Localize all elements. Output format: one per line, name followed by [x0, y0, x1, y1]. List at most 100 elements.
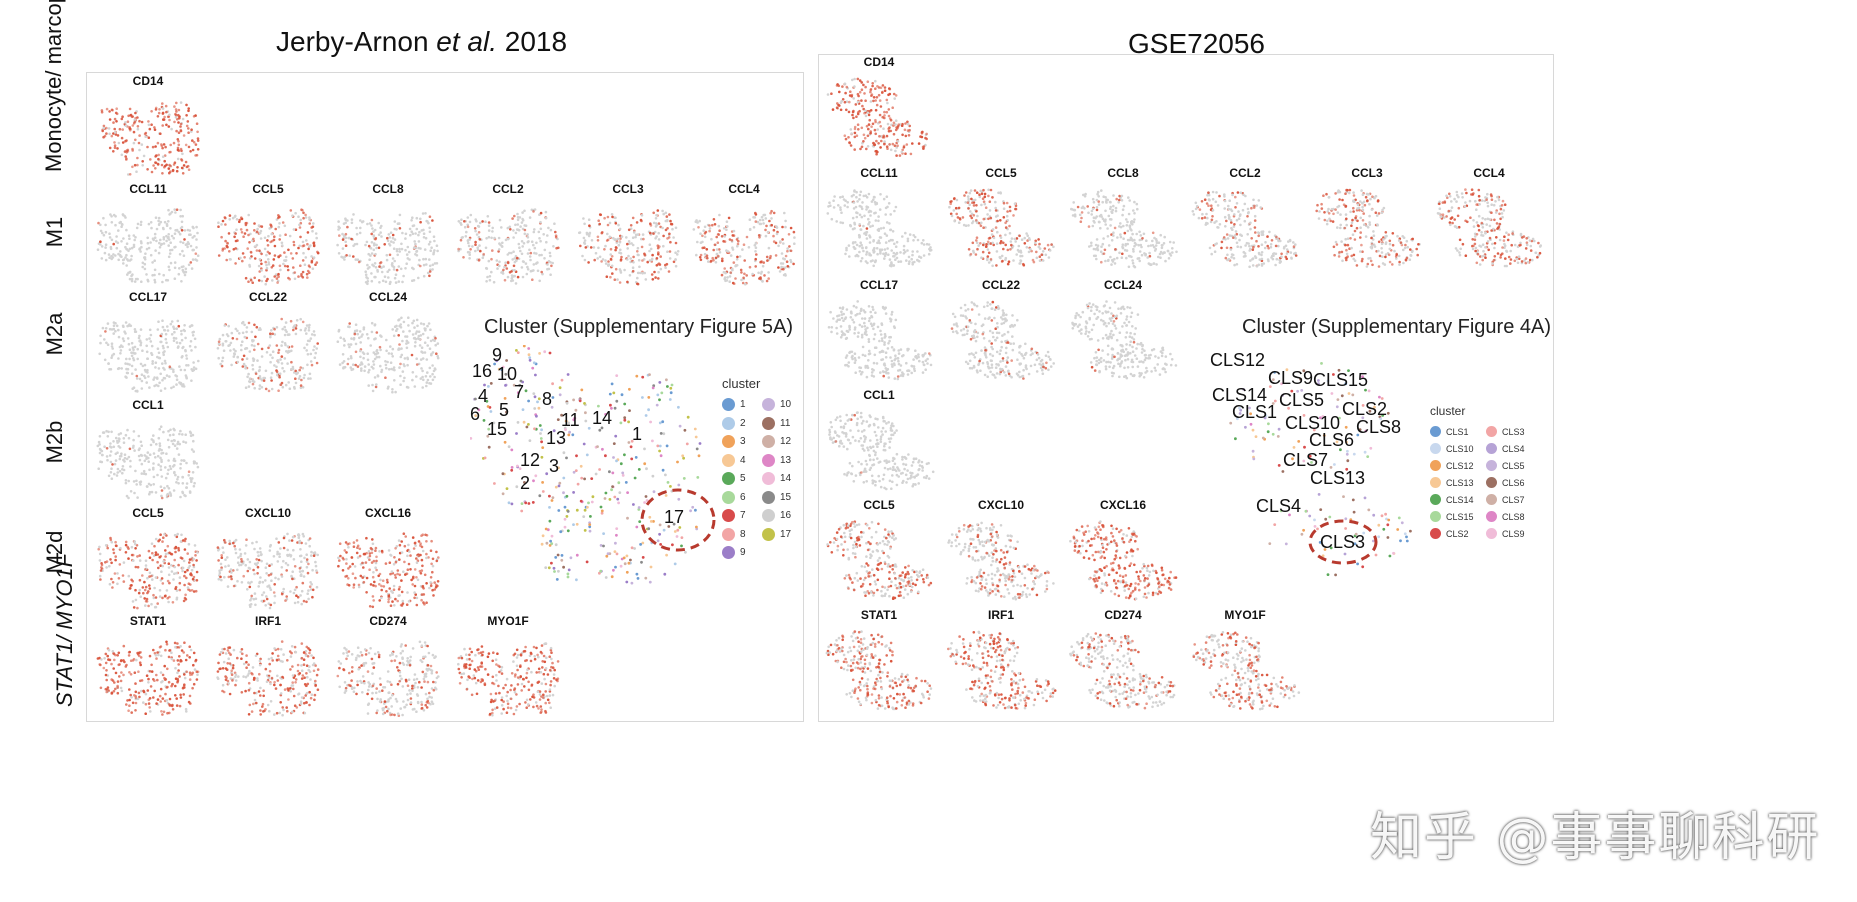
- cell-dot: [98, 574, 102, 578]
- expressing-cell-dot: [770, 209, 773, 213]
- cell-dot: [520, 221, 524, 224]
- expressing-cell-dot: [171, 703, 174, 707]
- cell-dot: [116, 451, 119, 454]
- cell-dot: [297, 536, 301, 539]
- cell-dot: [277, 577, 280, 581]
- cell-dot: [142, 469, 146, 473]
- cell-dot: [165, 494, 169, 497]
- expressing-cell-dot: [191, 686, 194, 690]
- cell-dot: [112, 332, 115, 335]
- cluster-cell-dot: [610, 488, 613, 492]
- cell-dot: [383, 275, 387, 278]
- expressing-cell-dot: [154, 145, 157, 148]
- cell-dot: [752, 216, 755, 219]
- cluster-cell-dot: [588, 525, 592, 529]
- plot-title: CCL22: [248, 290, 287, 304]
- expressing-cell-dot: [387, 594, 391, 597]
- cell-dot: [248, 257, 252, 260]
- expressing-cell-dot: [301, 674, 305, 677]
- cell-dot: [538, 279, 541, 283]
- cell-dot: [429, 339, 433, 343]
- expressing-cell-dot: [114, 111, 118, 115]
- cell-dot: [264, 282, 267, 286]
- cell-dot: [178, 341, 182, 345]
- cell-dot: [159, 425, 163, 428]
- cell-dot: [392, 268, 396, 271]
- cell-dot: [170, 386, 173, 390]
- expressing-cell-dot: [385, 590, 388, 593]
- cell-dot: [360, 369, 363, 372]
- cell-dot: [378, 281, 381, 284]
- cell-dot: [194, 345, 197, 349]
- cluster-cell-dot: [599, 544, 603, 547]
- cell-dot: [309, 377, 312, 380]
- expressing-cell-dot: [398, 661, 402, 665]
- plot-title: CD14: [132, 74, 164, 88]
- cluster-cell-dot: [647, 408, 650, 412]
- expressing-cell-dot: [603, 248, 606, 251]
- expressing-cell-dot: [413, 568, 417, 571]
- expressing-cell-dot: [519, 664, 522, 667]
- cell-dot: [121, 471, 124, 475]
- expressing-cell-dot: [273, 275, 276, 278]
- expressing-cell-dot: [175, 129, 178, 133]
- cell-dot: [341, 247, 345, 250]
- cell-dot: [411, 266, 414, 270]
- cell-dot: [143, 376, 147, 380]
- cluster-cell-dot: [649, 520, 653, 523]
- cell-dot: [184, 441, 188, 444]
- expressing-cell-dot: [421, 670, 425, 674]
- cell-dot: [122, 262, 125, 265]
- cell-dot: [167, 208, 170, 212]
- cell-dot: [587, 218, 591, 221]
- cell-dot: [434, 681, 437, 684]
- cell-dot: [192, 226, 195, 230]
- expressing-cell-dot: [374, 546, 378, 550]
- expressing-cell-dot: [643, 252, 646, 256]
- expressing-cell-dot: [541, 696, 545, 699]
- tsne-plot-ccl17: CCL17: [92, 290, 204, 396]
- cell-dot: [304, 542, 308, 545]
- cell-dot: [357, 667, 360, 671]
- cell-dot: [372, 661, 376, 665]
- cell-dot: [158, 589, 162, 592]
- expressing-cell-dot: [535, 671, 538, 674]
- cell-dot: [106, 458, 109, 462]
- cell-dot: [130, 254, 133, 258]
- cell-dot: [475, 233, 479, 236]
- cell-dot: [158, 381, 161, 385]
- cell-dot: [496, 267, 499, 270]
- cell-dot: [120, 225, 123, 228]
- expressing-cell-dot: [113, 658, 116, 662]
- cell-dot: [429, 328, 432, 331]
- cell-dot: [747, 246, 751, 249]
- cell-dot: [282, 262, 285, 266]
- cell-dot: [172, 370, 175, 374]
- cell-dot: [467, 244, 471, 248]
- cell-dot: [139, 328, 143, 331]
- expressing-cell-dot: [599, 213, 602, 217]
- cell-dot: [413, 344, 417, 348]
- cell-dot: [111, 650, 115, 653]
- expressing-cell-dot: [128, 704, 131, 707]
- expressing-cell-dot: [177, 563, 180, 567]
- cell-dot: [398, 670, 402, 674]
- cluster-cell-dot: [486, 434, 490, 438]
- cell-dot: [145, 273, 148, 276]
- expressing-cell-dot: [386, 709, 389, 713]
- expressing-cell-dot: [300, 208, 303, 211]
- expressing-cell-dot: [120, 671, 123, 674]
- cell-dot: [288, 350, 291, 353]
- expressing-cell-dot: [489, 692, 493, 696]
- expressing-cell-dot: [788, 245, 791, 248]
- expressing-cell-dot: [343, 549, 347, 552]
- cell-dot: [500, 696, 504, 699]
- cell-dot: [638, 265, 641, 269]
- cell-dot: [416, 578, 420, 582]
- expressing-cell-dot: [709, 259, 713, 263]
- expressing-cell-dot: [395, 268, 399, 272]
- expressing-cell-dot: [108, 146, 112, 150]
- cell-dot: [512, 660, 515, 663]
- cell-dot: [395, 324, 398, 328]
- expressing-cell-dot: [113, 146, 117, 149]
